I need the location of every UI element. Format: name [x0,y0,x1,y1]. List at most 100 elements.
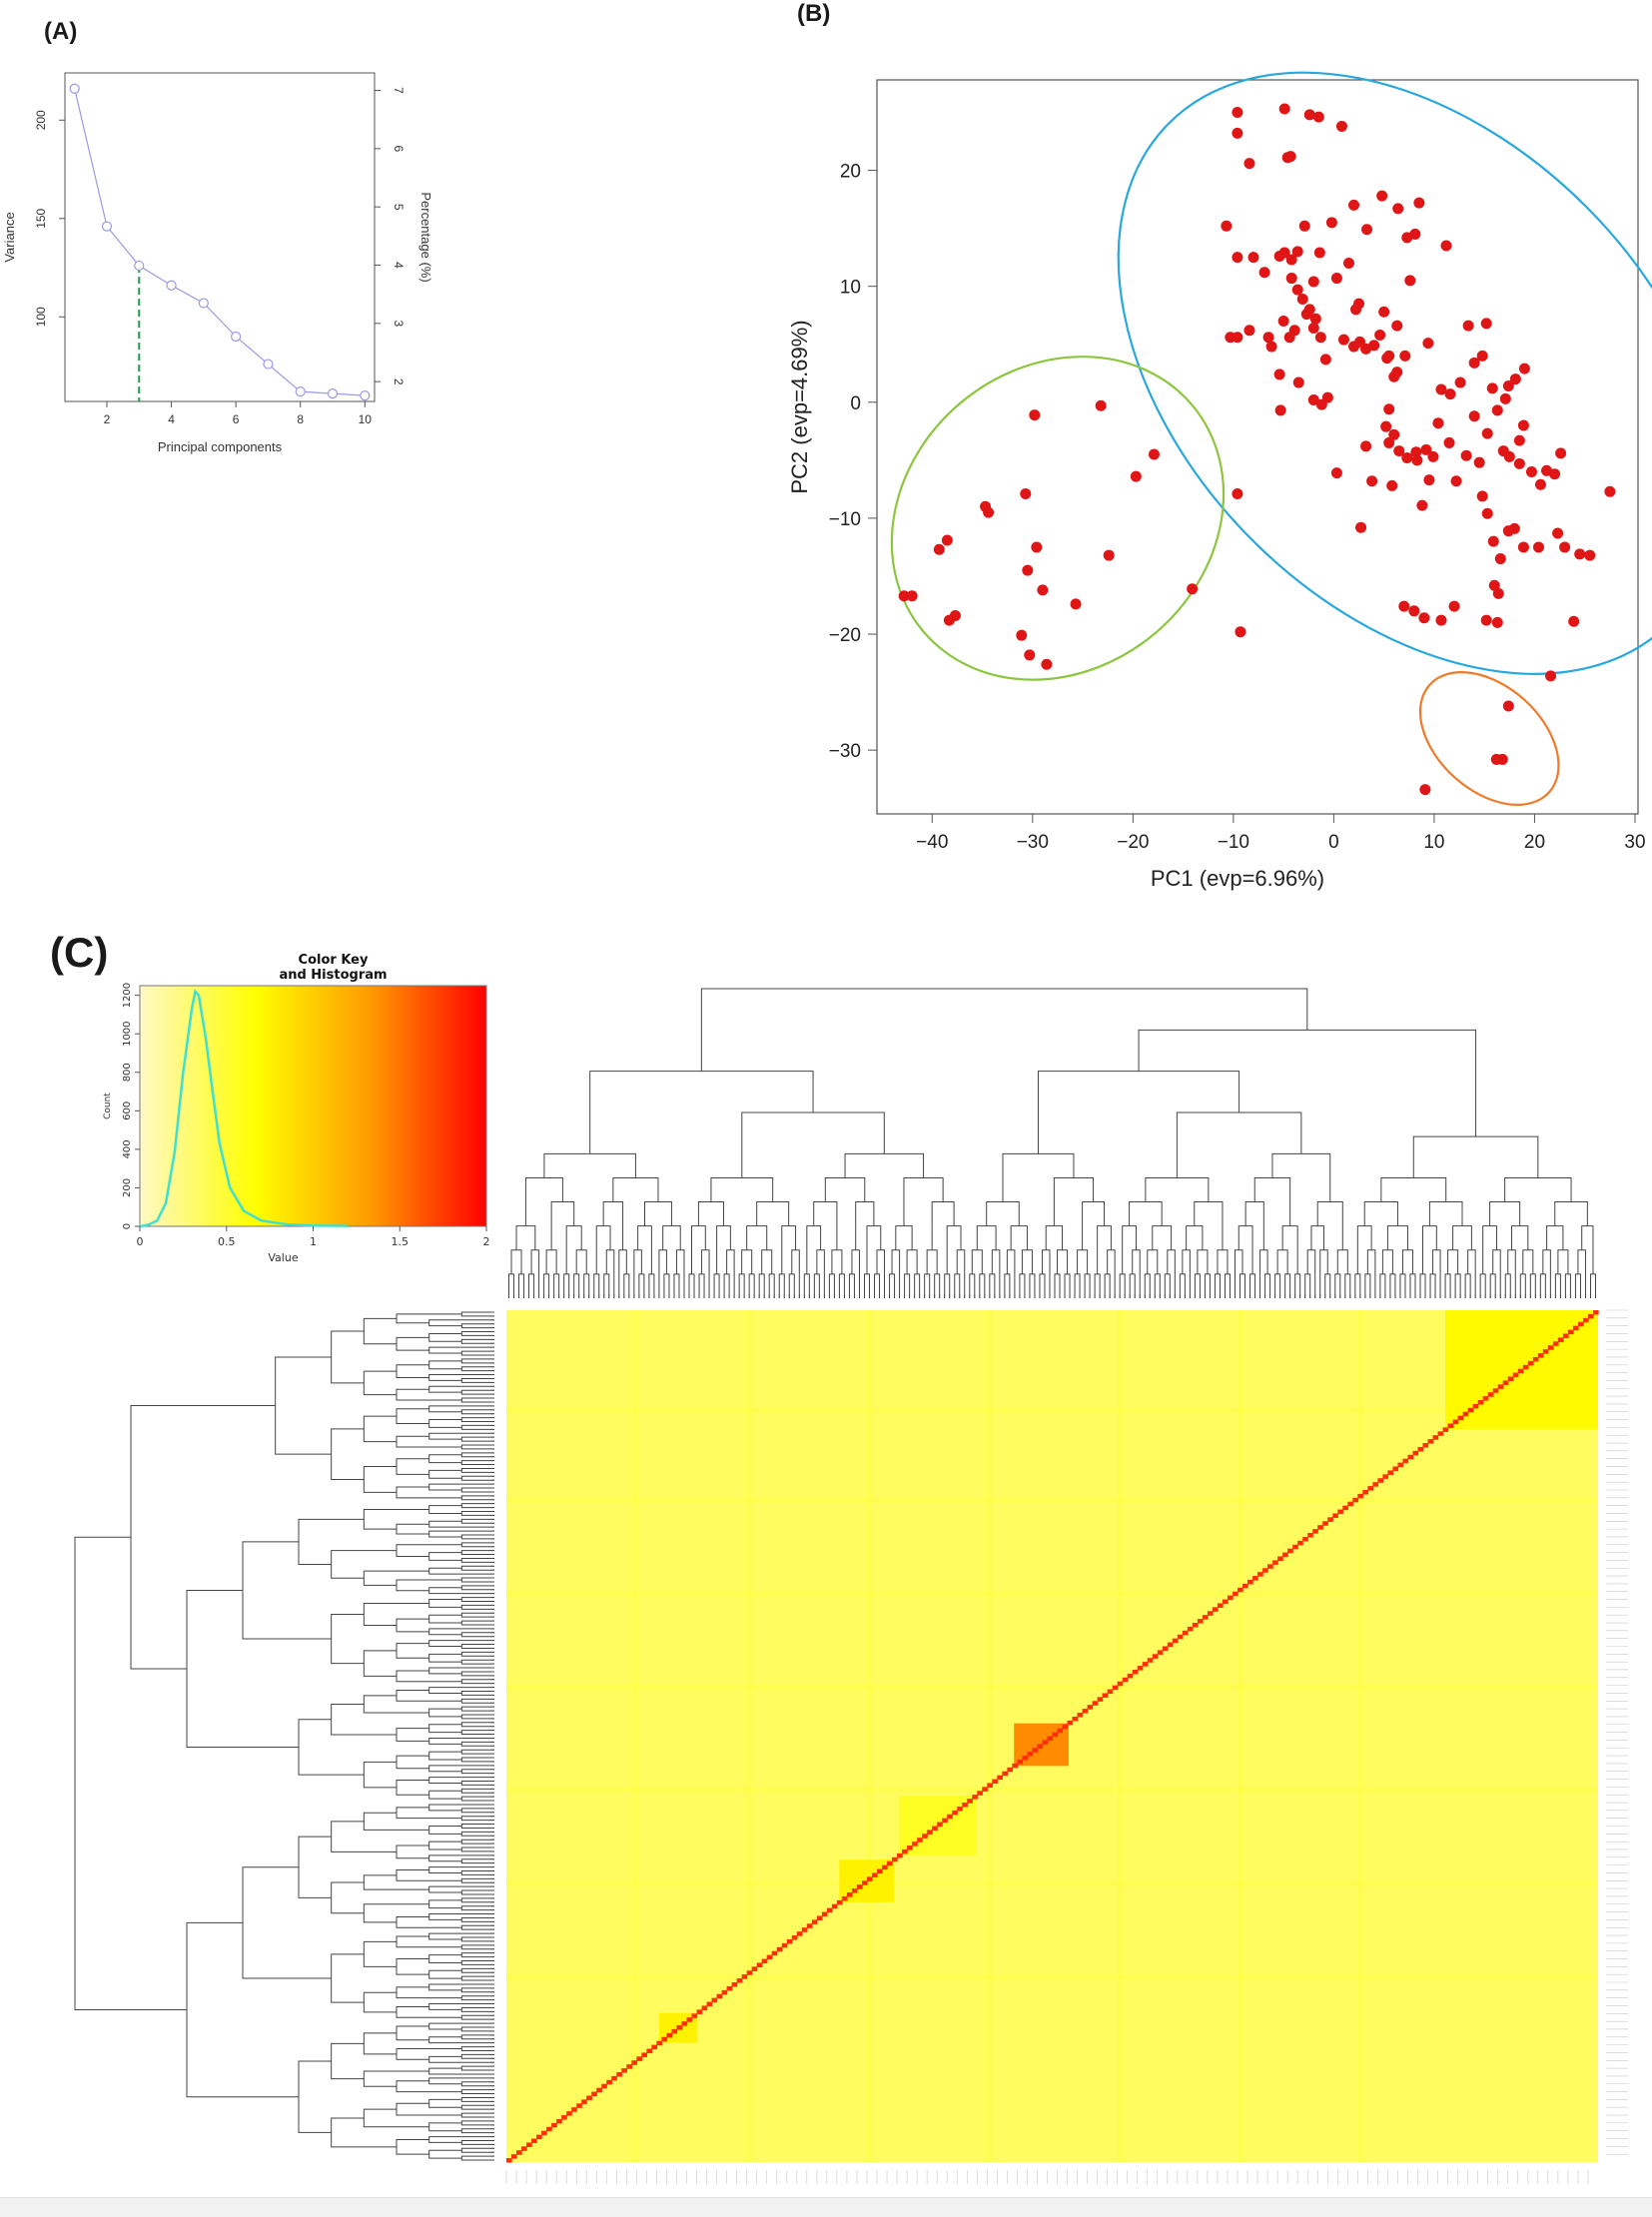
heatmap-diagonal-cell-142 [1217,1603,1224,1608]
heatmap-diagonal-cell-110 [1057,1728,1064,1734]
heatmap-diagonal-cell-205 [1532,1356,1539,1362]
heatmap-diagonal-cell-29 [651,2044,658,2050]
left-dendrogram-branch-171 [460,1816,494,1822]
heatmap-diagonal-cell-64 [826,1907,833,1913]
top-dendrogram-branch-56 [637,1225,652,1274]
pca-point-114 [1473,456,1485,468]
heatmap-diagonal-cell-108 [1047,1736,1054,1742]
pca-point-29 [1284,151,1296,163]
pca-point-22 [1232,488,1243,500]
pca-point-12 [1031,541,1043,553]
pca-y-tick-label-4: 10 [840,278,861,299]
heatmap-diagonal-cell-80 [907,1846,913,1850]
left-dendrogram-branch-161 [396,1845,429,1859]
top-dendrogram-branch-384 [1380,1176,1447,1202]
top-dendrogram-branch-64 [673,1273,680,1298]
heatmap-diagonal-cell-125 [1132,1669,1139,1675]
top-dendrogram-branch-102 [768,1273,775,1298]
pca-point-57 [1291,246,1303,258]
heatmap-diagonal-cell-111 [1062,1724,1069,1730]
heatmap-diagonal-cell-47 [741,1974,748,1979]
heatmap-diagonal-cell-26 [636,2056,642,2061]
top-dendrogram-branch-164 [924,1273,931,1298]
heatmap-diagonal-cell-15 [581,2099,587,2104]
top-dendrogram-branch-76 [698,1273,705,1298]
left-dendrogram-branch-372 [460,1424,494,1430]
left-dendrogram-branch-316 [460,1534,494,1540]
top-dendrogram-branch-358 [1401,1249,1413,1274]
top-dendrogram-branch-239 [1082,1201,1106,1250]
heatmap-diagonal-cell-163 [1322,1521,1328,1526]
heatmap-diagonal-cell-151 [1262,1568,1268,1573]
heatmap-diagonal-cell-208 [1547,1345,1554,1350]
top-dendrogram-branch-390 [1489,1273,1496,1298]
left-dendrogram-branch-387 [460,1397,494,1403]
left-dendrogram-branch-318 [428,1530,494,1538]
left-dendrogram-branch-304 [460,1557,494,1563]
top-dendrogram-branch-343 [1366,1249,1376,1298]
pca-point-43 [1291,284,1303,296]
top-dendrogram-branch-401 [1519,1273,1526,1298]
top-dendrogram-branch-232 [1094,1273,1101,1298]
left-dendrogram-branch-115 [331,1953,365,2003]
key-y-tick-label-1: 200 [122,1178,133,1197]
heatmap-row-band-0 [506,1408,1598,1414]
left-dendrogram-branch-401 [460,1366,494,1372]
top-dendrogram-branch-225 [1074,1273,1081,1298]
left-dendrogram-branch-55 [460,2046,494,2051]
heatmap-diagonal-cell-159 [1302,1536,1308,1542]
pca-point-97 [1380,420,1392,432]
left-dendrogram-branch-294 [460,1577,494,1583]
top-dendrogram-branch-148 [824,1176,866,1202]
left-dendrogram-branch-160 [428,1841,462,1850]
pca-point-5 [949,609,961,621]
left-dendrogram-branch-32 [331,2117,397,2148]
left-dendrogram-branch-153 [428,1854,494,1862]
heatmap-column-band-5 [1238,1310,1244,2162]
pca-point-48 [1307,322,1319,334]
top-dendrogram-branch-200 [1006,1249,1016,1298]
pca-point-156 [1492,587,1504,599]
heatmap-diagonal-cell-45 [731,1982,738,1987]
pca-point-59 [1298,220,1310,232]
heatmap-diagonal-cell-68 [846,1892,853,1897]
pca-x-tick-label-3: −10 [1218,832,1249,853]
heatmap-diagonal-cell-76 [887,1860,893,1866]
left-dendrogram-branch-123 [428,1913,494,1920]
scree-line [74,88,366,396]
heatmap-diagonal-cell-139 [1202,1615,1209,1620]
top-dendrogram-branch-188 [979,1273,986,1298]
pca-point-69 [1368,340,1380,352]
heatmap-diagonal-cell-74 [877,1868,883,1874]
top-dendrogram-branch-290 [1239,1273,1246,1298]
heatmap-diagonal-cell-149 [1252,1576,1258,1581]
left-dendrogram-branch-203 [460,1757,494,1763]
left-dendrogram-branch-383 [363,1415,397,1443]
heatmap-diagonal-cell-132 [1167,1642,1174,1648]
heatmap-diagonal-cell-152 [1267,1564,1273,1569]
pca-point-164 [1568,615,1580,627]
pca-point-77 [1399,350,1411,362]
left-dendrogram-branch-280 [460,1604,494,1610]
left-dendrogram-branch-189 [428,1790,462,1800]
left-dendrogram-branch-354 [460,1460,494,1466]
left-dendrogram-branch-330 [460,1503,494,1509]
top-dendrogram-branch-2 [508,1273,515,1298]
pca-y-tick-label-0: −30 [829,741,861,762]
heatmap-diagonal-cell-79 [902,1848,908,1854]
left-dendrogram-branch-82 [460,1995,494,2001]
top-dendrogram-branch-31 [550,1201,575,1250]
heatmap-diagonal-cell-204 [1527,1360,1534,1366]
heatmap-diagonal-cell-95 [982,1787,988,1792]
top-dendrogram-branch-276 [1197,1249,1209,1274]
heatmap-diagonal-cell-65 [831,1903,838,1909]
left-dendrogram-branch-300 [428,1567,494,1575]
left-dendrogram-branch-207 [428,1751,462,1761]
left-dendrogram-branch-432 [275,1356,332,1455]
scree-point-2 [101,221,113,232]
left-dendrogram-branch-208 [396,1755,429,1770]
top-dendrogram-branch-104 [746,1225,768,1250]
left-dendrogram-branch-311 [460,1542,494,1548]
pca-point-149 [1532,541,1544,553]
top-dendrogram-branch-41 [595,1225,611,1274]
